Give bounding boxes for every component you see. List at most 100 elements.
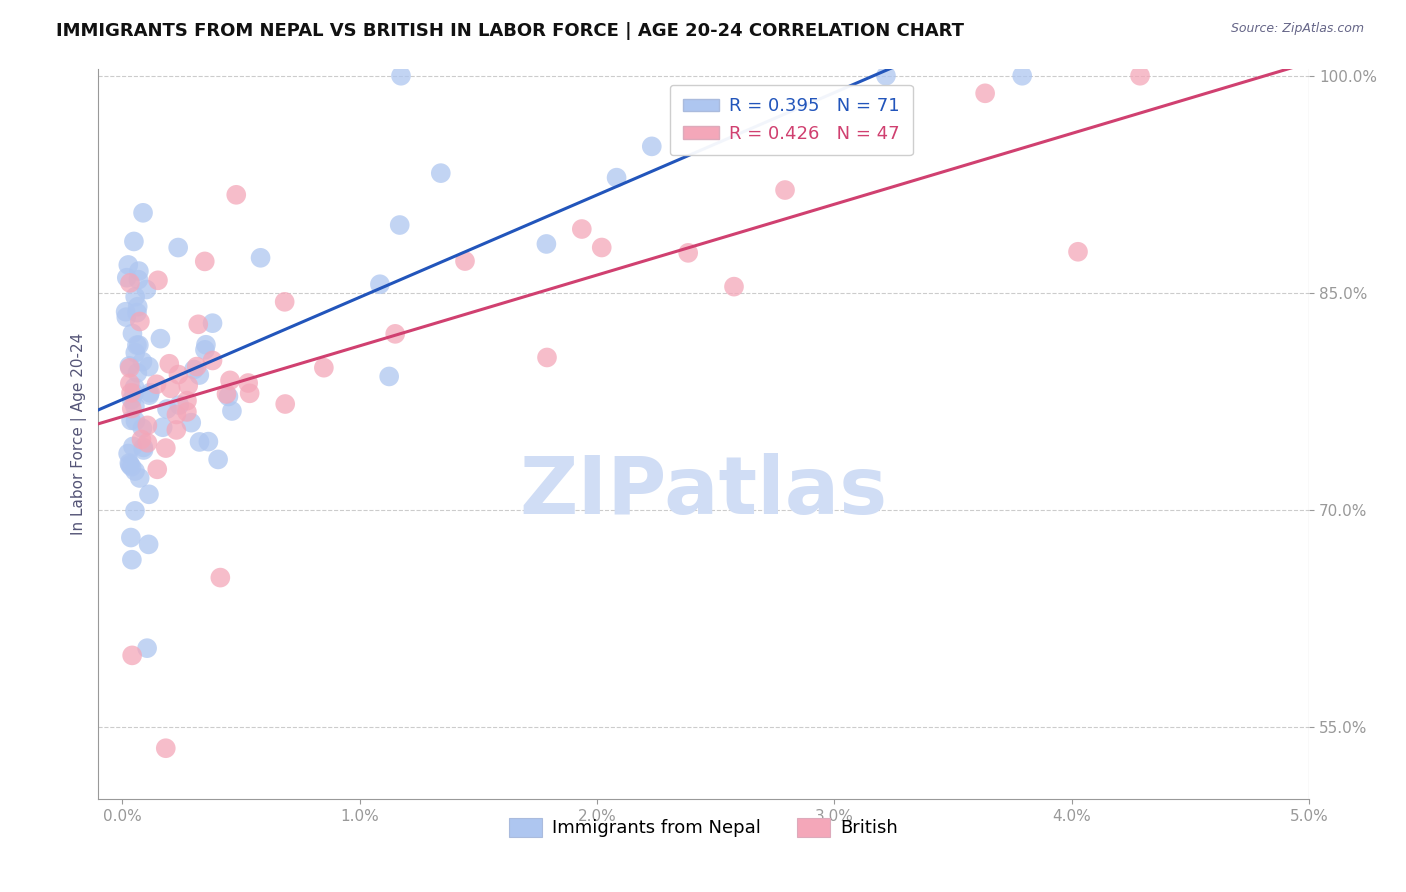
Point: [384, 326, 406, 341]
Point: [118, 458, 141, 472]
Point: [124, 414, 146, 428]
Point: [152, 420, 174, 434]
Point: [536, 351, 558, 365]
Point: [138, 487, 160, 501]
Point: [239, 386, 262, 401]
Point: [249, 251, 271, 265]
Point: [194, 338, 217, 352]
Point: [312, 360, 335, 375]
Point: [177, 378, 200, 392]
Point: [146, 273, 169, 287]
Point: [536, 236, 558, 251]
Point: [121, 459, 143, 474]
Point: [378, 369, 401, 384]
Text: ZIPatlas: ZIPatlas: [520, 453, 889, 531]
Point: [197, 434, 219, 449]
Point: [201, 316, 224, 330]
Point: [115, 270, 138, 285]
Point: [225, 187, 247, 202]
Point: [115, 310, 138, 325]
Point: [209, 571, 232, 585]
Legend: Immigrants from Nepal, British: Immigrants from Nepal, British: [502, 811, 905, 845]
Point: [165, 408, 187, 422]
Point: [1129, 69, 1152, 83]
Point: [138, 388, 160, 402]
Point: [122, 235, 145, 249]
Text: IMMIGRANTS FROM NEPAL VS BRITISH IN LABOR FORCE | AGE 20-24 CORRELATION CHART: IMMIGRANTS FROM NEPAL VS BRITISH IN LABO…: [56, 22, 965, 40]
Point: [155, 441, 177, 455]
Point: [117, 446, 139, 460]
Point: [169, 398, 191, 412]
Point: [186, 359, 208, 374]
Point: [875, 69, 897, 83]
Point: [368, 277, 391, 292]
Point: [127, 273, 149, 287]
Point: [128, 338, 150, 352]
Point: [145, 377, 167, 392]
Point: [131, 421, 153, 435]
Point: [120, 385, 142, 400]
Y-axis label: In Labor Force | Age 20-24: In Labor Force | Age 20-24: [72, 333, 87, 535]
Point: [273, 294, 295, 309]
Point: [118, 359, 141, 373]
Point: [128, 471, 150, 485]
Point: [606, 170, 628, 185]
Point: [149, 332, 172, 346]
Point: [117, 258, 139, 272]
Point: [194, 254, 217, 268]
Point: [118, 276, 141, 290]
Point: [139, 385, 162, 400]
Point: [121, 552, 143, 566]
Point: [274, 397, 297, 411]
Point: [159, 381, 181, 395]
Point: [641, 139, 664, 153]
Point: [217, 390, 239, 404]
Point: [118, 360, 141, 375]
Point: [723, 279, 745, 293]
Point: [122, 439, 145, 453]
Point: [122, 386, 145, 401]
Point: [430, 166, 453, 180]
Point: [132, 206, 155, 220]
Point: [127, 366, 149, 380]
Point: [155, 741, 177, 756]
Point: [127, 300, 149, 314]
Point: [219, 373, 242, 387]
Point: [114, 304, 136, 318]
Point: [121, 392, 143, 407]
Point: [132, 441, 155, 455]
Point: [1067, 244, 1090, 259]
Point: [121, 648, 143, 663]
Point: [136, 435, 159, 450]
Text: Source: ZipAtlas.com: Source: ZipAtlas.com: [1230, 22, 1364, 36]
Point: [773, 183, 796, 197]
Point: [176, 393, 198, 408]
Point: [974, 87, 997, 101]
Point: [215, 387, 238, 401]
Point: [571, 222, 593, 236]
Point: [187, 318, 209, 332]
Point: [201, 353, 224, 368]
Point: [188, 368, 211, 382]
Point: [128, 264, 150, 278]
Point: [176, 405, 198, 419]
Point: [124, 380, 146, 394]
Point: [676, 245, 699, 260]
Point: [118, 376, 141, 391]
Point: [121, 326, 143, 341]
Point: [157, 357, 180, 371]
Point: [388, 218, 411, 232]
Point: [389, 69, 412, 83]
Point: [188, 434, 211, 449]
Point: [121, 401, 143, 416]
Point: [146, 462, 169, 476]
Point: [124, 504, 146, 518]
Point: [131, 433, 153, 447]
Point: [124, 345, 146, 359]
Point: [1011, 69, 1033, 83]
Point: [118, 456, 141, 470]
Point: [124, 290, 146, 304]
Point: [221, 404, 243, 418]
Point: [167, 241, 190, 255]
Point: [131, 354, 153, 368]
